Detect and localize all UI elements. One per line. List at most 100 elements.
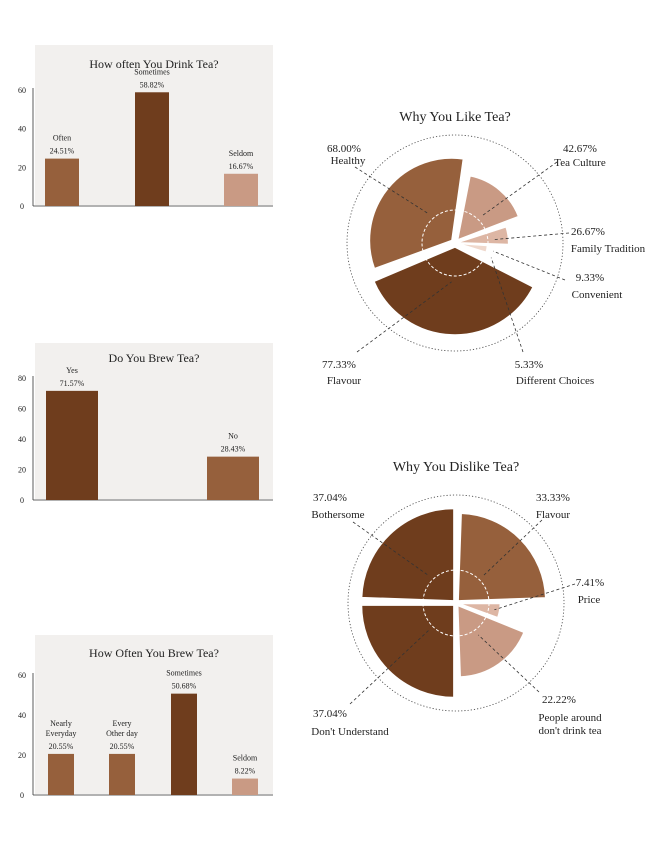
y-tick-label: 80 bbox=[18, 374, 26, 383]
bar-category-label: Seldom bbox=[229, 149, 254, 158]
bar-chart-how-often-you-drink-tea: How often You Drink Tea? 0 20 40 60 24.51% Oft… bbox=[18, 45, 273, 211]
chart-panel bbox=[35, 635, 273, 794]
leader-line bbox=[493, 232, 570, 240]
leader-line bbox=[482, 161, 558, 216]
bar-yes bbox=[46, 390, 98, 500]
bar-every-other-day bbox=[109, 753, 135, 795]
y-tick-label: 0 bbox=[20, 202, 24, 211]
slice-category-label: don't drink tea bbox=[538, 725, 601, 737]
slice-value-label: 5.33% bbox=[515, 359, 543, 371]
slice-value-label: 26.67% bbox=[571, 226, 605, 238]
bar-category-label: No bbox=[228, 432, 238, 441]
chart-title: Do You Brew Tea? bbox=[109, 351, 200, 365]
leader-line bbox=[354, 166, 430, 215]
bar-category-label: Sometimes bbox=[166, 669, 202, 678]
leader-line bbox=[490, 257, 524, 353]
chart-title: Why You Like Tea? bbox=[399, 110, 511, 125]
bar-seldom bbox=[224, 173, 258, 206]
y-tick-label: 40 bbox=[18, 435, 26, 444]
slice-category-label: Tea Culture bbox=[554, 157, 606, 169]
chart-title: How often You Drink Tea? bbox=[89, 57, 218, 71]
slice-flavour bbox=[457, 512, 547, 602]
slice-category-label: People around bbox=[538, 712, 602, 724]
bar-no bbox=[207, 456, 259, 500]
rose-chart-why-you-like-tea: Why You Like Tea? 68.00%Healthy 42.67% Tea … bbox=[322, 110, 646, 387]
bar-category-label: Seldom bbox=[233, 754, 258, 763]
y-tick-label: 40 bbox=[18, 711, 26, 720]
slice-value-label: 42.67% bbox=[563, 143, 597, 155]
bar-chart-do-you-brew-tea: Do You Brew Tea? 0 20 40 60 80 71.57% Yes 28.43%… bbox=[18, 343, 273, 505]
slice-category-label: Family Tradition bbox=[571, 243, 646, 255]
bar-value-label: 8.22% bbox=[235, 767, 256, 776]
bar-category-label: Nearly bbox=[50, 719, 72, 728]
outer-dotted-ring bbox=[347, 494, 565, 712]
bar-value-label: 20.55% bbox=[110, 742, 135, 751]
slice-family-tradition bbox=[456, 225, 510, 246]
slice-category-label: Price bbox=[578, 594, 601, 606]
y-tick-label: 0 bbox=[20, 791, 24, 800]
slice-tea-culture bbox=[456, 174, 520, 242]
slice-healthy bbox=[368, 157, 465, 270]
bar-value-label: 20.55% bbox=[49, 742, 74, 751]
bar-seldom bbox=[232, 778, 258, 795]
y-tick-label: 60 bbox=[18, 86, 26, 95]
inner-dashed-ring bbox=[422, 569, 490, 637]
bar-sometimes bbox=[135, 92, 169, 206]
bar-value-label: 24.51% bbox=[50, 147, 75, 156]
slice-category-label: Convenient bbox=[572, 289, 623, 301]
bar-category-label: Every bbox=[112, 719, 131, 728]
slice-value-label: 68.00% bbox=[327, 143, 361, 155]
y-tick-label: 60 bbox=[18, 405, 26, 414]
bar-category-label: Sometimes bbox=[134, 67, 170, 76]
y-tick-label: 60 bbox=[18, 671, 26, 680]
slice-category-label: Healthy bbox=[331, 155, 366, 167]
bar-category-label: Other day bbox=[106, 729, 138, 738]
slice-value-label: 7.41% bbox=[576, 577, 604, 589]
leader-line bbox=[352, 521, 429, 576]
slice-category-label: Bothersome bbox=[311, 509, 364, 521]
slice-value-label: 77.33% bbox=[322, 359, 356, 371]
bar-category-label: Everyday bbox=[46, 729, 77, 738]
bar-value-label: 16.67% bbox=[229, 162, 254, 171]
slice-don-t-understand bbox=[360, 604, 455, 699]
bar-value-label: 71.57% bbox=[60, 379, 85, 388]
rose-chart-why-you-dislike-tea: Why You Dislike Tea? 33.33% Flavour 7.41% Pr… bbox=[311, 460, 604, 738]
bar-sometimes bbox=[171, 693, 197, 795]
bar-value-label: 28.43% bbox=[221, 445, 246, 454]
slice-category-label: Flavour bbox=[327, 375, 362, 387]
slice-price bbox=[458, 602, 502, 619]
chart-title: How Often You Brew Tea? bbox=[89, 646, 219, 660]
bar-often bbox=[45, 158, 79, 206]
outer-dotted-ring bbox=[346, 134, 564, 352]
chart-title: Why You Dislike Tea? bbox=[393, 460, 519, 475]
slice-flavour bbox=[372, 246, 535, 336]
y-tick-label: 20 bbox=[18, 163, 26, 172]
leader-line bbox=[349, 630, 429, 705]
slice-value-label: 37.04% bbox=[313, 708, 347, 720]
slice-value-label: 22.22% bbox=[542, 694, 576, 706]
leader-line bbox=[492, 250, 566, 281]
bar-chart-how-often-you-brew-tea: How Often You Brew Tea? 0 20 40 60 20.55% Near… bbox=[18, 635, 273, 800]
bar-value-label: 50.68% bbox=[172, 682, 197, 691]
slice-category-label: Different Choices bbox=[516, 375, 594, 387]
bar-category-label: Yes bbox=[66, 366, 78, 375]
slice-bothersome bbox=[360, 507, 455, 602]
bar-category-label: Often bbox=[53, 134, 71, 143]
bar-nearly-everyday bbox=[48, 753, 74, 795]
slice-people-around-don-t-drink-tea bbox=[456, 604, 526, 678]
inner-dashed-ring bbox=[421, 209, 489, 277]
slice-value-label: 37.04% bbox=[313, 492, 347, 504]
slice-different-choices bbox=[458, 243, 482, 255]
bar-value-label: 58.82% bbox=[140, 80, 165, 89]
y-tick-label: 20 bbox=[18, 466, 26, 475]
slice-value-label: 9.33% bbox=[576, 272, 604, 284]
slice-category-label: Flavour bbox=[536, 509, 571, 521]
leader-line bbox=[483, 519, 543, 576]
leader-line bbox=[478, 634, 540, 693]
y-tick-label: 40 bbox=[18, 125, 26, 134]
slice-category-label: Don't Understand bbox=[311, 726, 389, 738]
slice-value-label: 33.33% bbox=[536, 492, 570, 504]
y-tick-label: 0 bbox=[20, 496, 24, 505]
y-tick-label: 20 bbox=[18, 751, 26, 760]
